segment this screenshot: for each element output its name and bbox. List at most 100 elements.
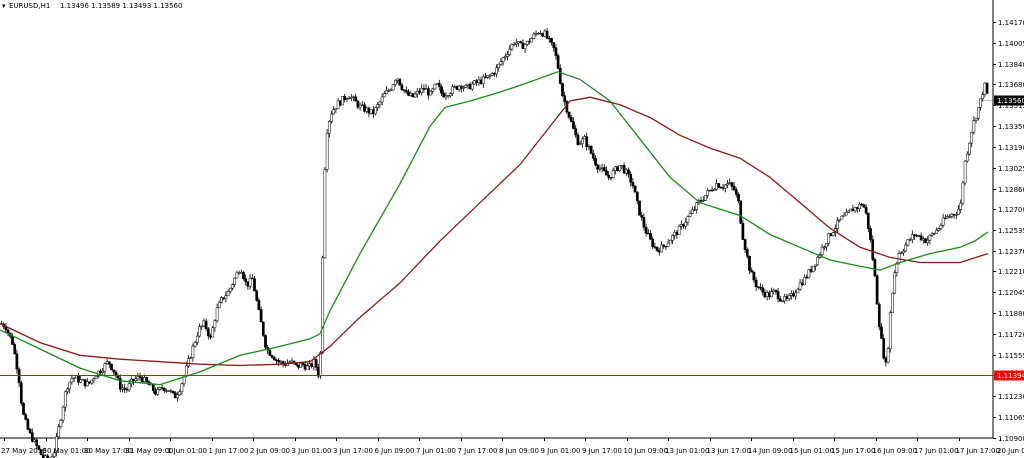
y-tick-label: 1.14170 — [998, 19, 1024, 27]
candle-body — [525, 40, 529, 45]
y-tick-label: 1.13680 — [998, 81, 1024, 89]
candle-body — [871, 239, 875, 260]
candle-body — [719, 187, 723, 189]
candle-body — [545, 30, 549, 39]
y-tick-label: 1.11555 — [998, 352, 1024, 360]
candle-body — [660, 244, 663, 253]
candle-body — [910, 234, 914, 240]
candle-body — [534, 33, 538, 35]
candle-body — [974, 118, 978, 121]
x-tick-label: 3 Jun 17:00 — [333, 447, 373, 455]
candle-body — [336, 100, 340, 109]
candle-body — [116, 375, 120, 379]
candle-body — [858, 203, 861, 209]
candle-body — [466, 83, 470, 86]
candle-body — [968, 142, 971, 155]
candle-body — [611, 170, 615, 178]
candle-body — [68, 381, 72, 390]
candle-body — [345, 98, 349, 101]
candle-body — [939, 225, 943, 229]
candle-body — [523, 44, 527, 49]
candle-body — [668, 240, 672, 244]
candle-body — [382, 93, 386, 98]
candle-body — [710, 189, 714, 192]
candle-body — [594, 158, 597, 166]
candle-body — [666, 242, 670, 247]
candle-body — [55, 436, 58, 453]
candle-body — [83, 379, 87, 387]
level-price-label: 1.11394 — [997, 372, 1024, 380]
candle-body — [424, 88, 428, 90]
candle-body — [675, 231, 679, 236]
candle-body — [398, 78, 402, 86]
candle-body — [657, 250, 661, 253]
candle-body — [475, 80, 479, 83]
x-tick-label: 7 Jun 17:00 — [458, 447, 498, 455]
candle-body — [99, 370, 102, 373]
candle-body — [499, 61, 503, 65]
candle-body — [52, 452, 56, 457]
candle-body — [756, 286, 760, 288]
x-tick-label: 6 Jun 09:00 — [375, 447, 415, 455]
candle-body — [893, 272, 897, 294]
candle-body — [376, 104, 380, 108]
candle-body — [811, 265, 815, 272]
candle-body — [418, 90, 421, 93]
candle-body — [638, 200, 641, 216]
candle-body — [435, 83, 439, 85]
candle-body — [470, 83, 474, 90]
candle-body — [690, 209, 694, 214]
candle-body — [921, 238, 925, 241]
candle-body — [745, 249, 749, 257]
candle-body — [250, 277, 254, 280]
candle-body — [255, 290, 259, 301]
candle-body — [517, 41, 520, 44]
x-tick-label: 27 May 2016 — [1, 447, 47, 455]
x-tick-label: 14 Jun 09:00 — [748, 447, 792, 455]
candle-body — [92, 378, 96, 381]
candle-body — [712, 189, 716, 191]
candle-body — [519, 41, 523, 44]
candle-body — [140, 377, 144, 383]
candle-body — [961, 182, 965, 204]
candle-body — [653, 246, 657, 248]
candle-body — [200, 325, 204, 328]
candle-body — [814, 264, 817, 267]
candle-body — [134, 378, 138, 381]
symbol-caret-icon[interactable]: ▾ — [2, 2, 6, 10]
candle-body — [750, 270, 754, 273]
candle-body — [556, 55, 560, 69]
candle-body — [829, 233, 833, 236]
candle-body — [15, 353, 19, 370]
candle-body — [831, 232, 835, 236]
candle-body — [145, 377, 149, 382]
candle-body — [143, 377, 146, 383]
candle-body — [180, 383, 184, 393]
candle-body — [620, 165, 624, 167]
candle-body — [30, 432, 34, 442]
candle-body — [77, 375, 80, 383]
candle-body — [613, 166, 617, 171]
candle-body — [321, 257, 325, 353]
candle-body — [877, 304, 881, 328]
candle-body — [853, 207, 857, 212]
candle-body — [444, 95, 448, 98]
candle-body — [492, 73, 496, 75]
x-tick-label: 20 Jun 09:00 — [997, 447, 1024, 455]
candle-body — [682, 224, 685, 227]
candle-body — [70, 378, 74, 383]
y-tick-label: 1.12045 — [998, 289, 1024, 297]
candle-body — [957, 209, 960, 215]
candle-body — [627, 169, 630, 175]
candle-body — [479, 79, 483, 84]
candle-body — [906, 239, 910, 246]
candle-body — [737, 194, 740, 202]
candle-body — [486, 75, 490, 78]
candle-body — [655, 246, 659, 251]
candle-body — [743, 239, 747, 250]
candle-body — [371, 109, 375, 115]
candle-body — [671, 235, 674, 241]
candle-body — [585, 136, 589, 147]
candle-body — [422, 88, 426, 90]
candle-body — [640, 214, 644, 218]
